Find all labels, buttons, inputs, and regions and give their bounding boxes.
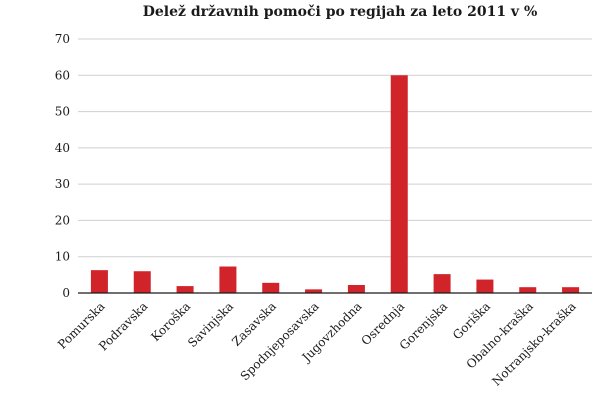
y-tick-label: 40 <box>55 141 70 155</box>
y-tick-label: 60 <box>55 68 70 82</box>
bar-savinjska <box>219 266 237 293</box>
bar-obalno-kraška <box>519 287 537 293</box>
x-tick-label: Goriška <box>450 299 493 342</box>
bars <box>90 75 580 294</box>
y-tick-label: 50 <box>55 105 70 119</box>
y-tick-label: 0 <box>62 286 70 300</box>
bar-gorenjska <box>433 274 451 293</box>
bar-zasavska <box>262 282 280 293</box>
gridlines <box>78 38 592 258</box>
y-tick-label: 70 <box>55 32 70 46</box>
bar-osrednja <box>390 75 408 294</box>
y-tick-label: 20 <box>55 213 70 227</box>
y-axis-tick-labels: 0 10 20 30 40 50 60 70 <box>55 32 70 300</box>
y-tick-label: 10 <box>55 250 70 264</box>
x-tick-label: Koroška <box>148 299 193 344</box>
bar-notranjsko-kraška <box>562 287 580 293</box>
chart-title: Delež državnih pomoči po regijah za leto… <box>143 4 538 20</box>
x-tick-label: Savinjska <box>185 299 236 350</box>
x-axis-tick-labels: PomurskaPodravskaKoroškaSavinjskaZasavsk… <box>55 299 579 388</box>
bar-koroška <box>176 286 194 293</box>
bar-jugovzhodna <box>347 285 365 293</box>
bar-pomurska <box>90 270 108 293</box>
y-tick-label: 30 <box>55 177 70 191</box>
bar-goriška <box>476 279 494 293</box>
bar-podravska <box>133 271 151 293</box>
bar-spodnjeposavska <box>305 289 323 293</box>
x-tick-label: Spodnjeposavska <box>238 299 322 383</box>
x-tick-label: Notranjsko-kraška <box>489 299 578 388</box>
